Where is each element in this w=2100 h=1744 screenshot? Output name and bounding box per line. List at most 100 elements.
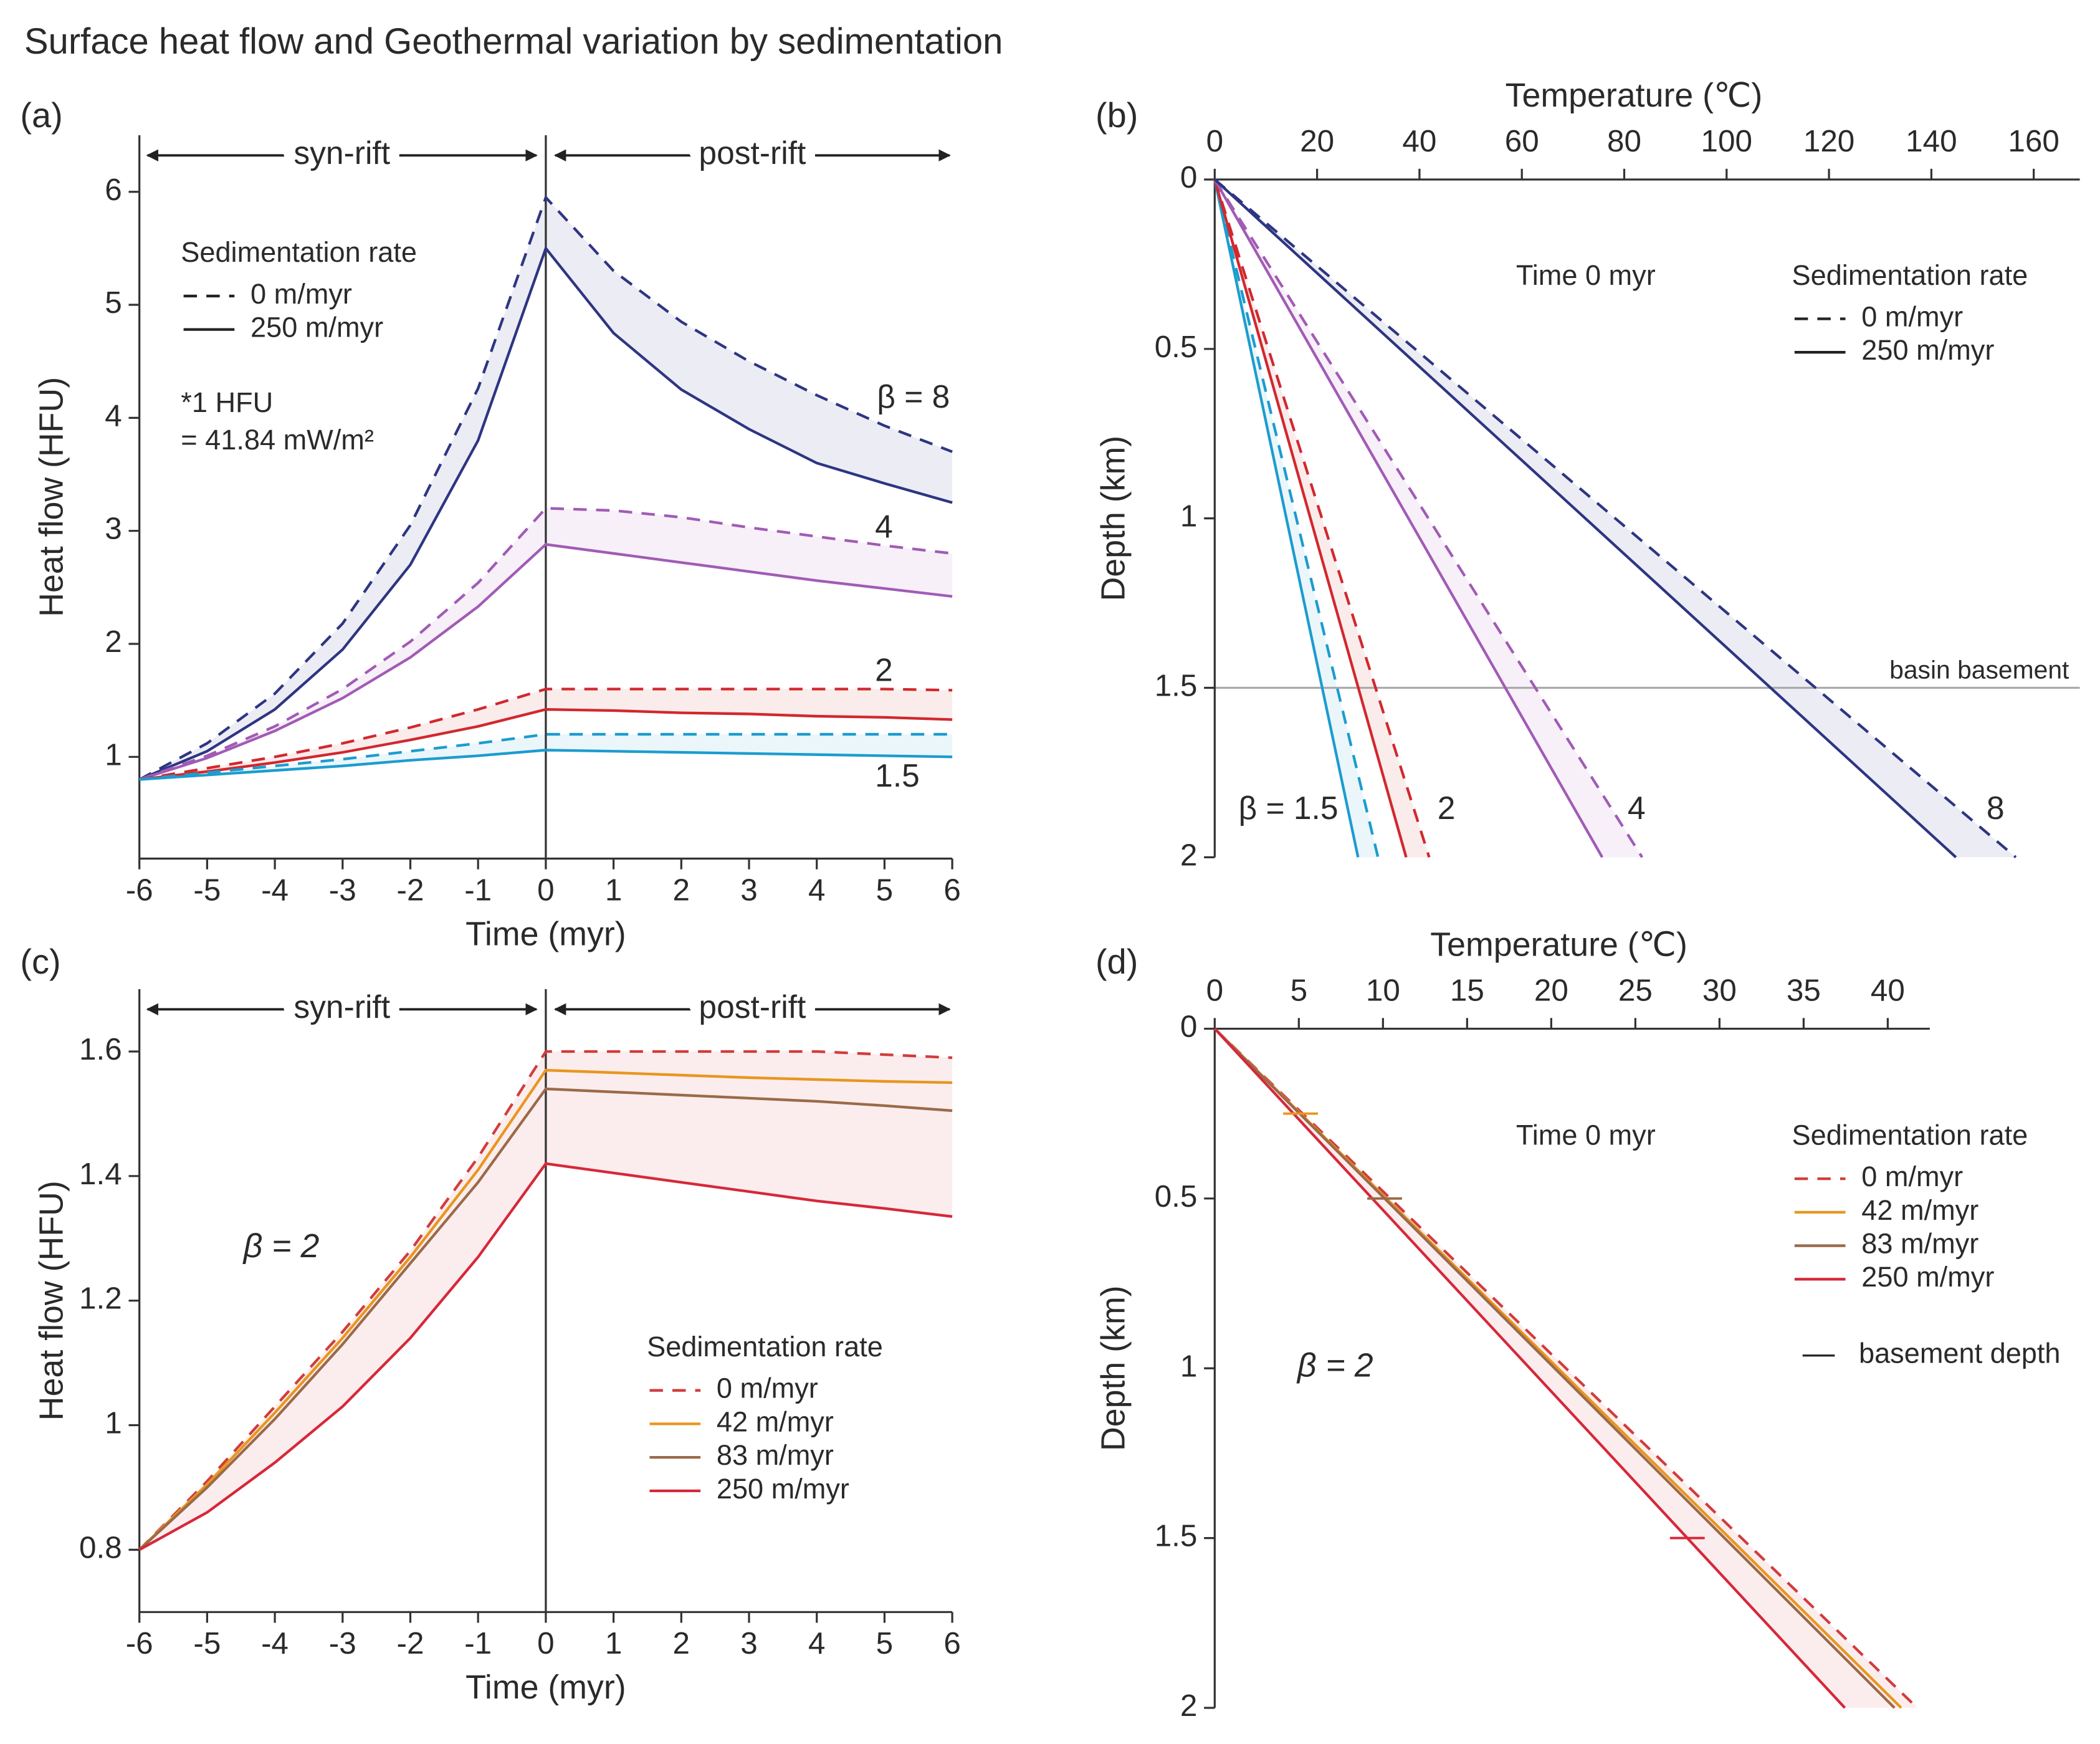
x-tick-label: -5 <box>193 873 221 907</box>
phase-label: syn-rift <box>294 135 390 171</box>
series-line <box>138 194 953 781</box>
x-tick-label: 6 <box>943 1626 960 1660</box>
x-tick-label: 3 <box>740 873 757 907</box>
y-tick-label: 0 <box>1180 160 1197 194</box>
figure-title: Surface heat flow and Geothermal variati… <box>24 21 1003 62</box>
time-label: Time 0 myr <box>1516 259 1656 291</box>
series-line <box>139 543 953 781</box>
annotation: β = 2 <box>1296 1346 1373 1384</box>
y-tick-label: 1.5 <box>1155 669 1198 703</box>
y-tick-label: 6 <box>105 173 122 207</box>
legend-label: 0 m/myr <box>251 278 352 310</box>
y-tick-label: 0.8 <box>79 1530 122 1564</box>
shading <box>139 734 953 780</box>
series-label: 1.5 <box>875 757 920 793</box>
series-line <box>1213 178 1644 858</box>
x-axis-label: Time (myr) <box>465 915 626 952</box>
legend-label: 0 m/myr <box>1861 300 1963 332</box>
legend-title: Sedimentation rate <box>1792 259 2028 291</box>
series-line <box>1213 178 2017 859</box>
legend-label: 250 m/myr <box>251 312 383 343</box>
legend-title: Sedimentation rate <box>1792 1119 2028 1151</box>
series-line <box>1213 179 1380 858</box>
y-tick-label: 1 <box>105 1406 122 1440</box>
x-tick-label: 120 <box>1803 124 1854 158</box>
panel-label: (a) <box>20 95 62 135</box>
y-axis-label: Heat flow (HFU) <box>32 377 70 617</box>
x-tick-label: 10 <box>1366 973 1400 1007</box>
series-line <box>138 1068 953 1551</box>
y-tick-label: 0.5 <box>1155 1179 1198 1214</box>
series-label: 4 <box>875 508 893 544</box>
x-tick-label: 1 <box>605 873 622 907</box>
x-tick-label: 4 <box>808 873 825 907</box>
legend-label: 250 m/myr <box>1861 1261 1994 1293</box>
y-axis-label: Heat flow (HFU) <box>32 1181 70 1421</box>
legend-label: 42 m/myr <box>1861 1194 1978 1226</box>
legend-title: Sedimentation rate <box>647 1331 883 1363</box>
series-line <box>138 1162 953 1551</box>
x-tick-label: 35 <box>1787 973 1821 1007</box>
x-axis-label: Temperature (℃) <box>1430 926 1687 964</box>
series-label: β = 8 <box>877 378 950 414</box>
x-tick-label: -3 <box>329 1626 356 1660</box>
x-tick-label: 0 <box>1206 124 1223 158</box>
series-label: β = 1.5 <box>1238 790 1338 826</box>
series-line <box>138 1087 953 1551</box>
phase-label: syn-rift <box>294 989 390 1025</box>
y-tick-label: 5 <box>105 285 122 320</box>
time-label: Time 0 myr <box>1516 1119 1656 1151</box>
legend-label: 83 m/myr <box>717 1439 834 1471</box>
x-tick-label: 0 <box>537 1626 554 1660</box>
y-tick-label: 1.2 <box>79 1282 122 1316</box>
y-tick-label: 1 <box>1180 1349 1197 1383</box>
series-line <box>1213 1027 1919 1709</box>
y-axis-label: Depth (km) <box>1094 1285 1132 1451</box>
series-label: 8 <box>1987 790 2005 826</box>
x-tick-label: -4 <box>261 873 289 907</box>
panel-label: (d) <box>1095 942 1138 981</box>
x-tick-label: 100 <box>1701 124 1752 158</box>
y-tick-label: 3 <box>105 512 122 546</box>
y-tick-label: 2 <box>105 625 122 659</box>
basement-label: basin basement <box>1889 656 2069 684</box>
x-tick-label: 1 <box>605 1626 622 1660</box>
y-tick-label: 1.6 <box>79 1032 122 1066</box>
y-tick-label: 2 <box>1180 1689 1197 1723</box>
y-tick-label: 0.5 <box>1155 330 1198 364</box>
y-tick-label: 2 <box>1180 838 1197 872</box>
shading <box>139 197 953 780</box>
note: *1 HFU <box>181 386 273 418</box>
x-tick-label: 0 <box>1206 973 1223 1007</box>
shading <box>139 689 953 780</box>
series-line <box>139 708 953 781</box>
series-line <box>139 688 953 781</box>
series-line <box>1213 179 1431 858</box>
legend-label: 250 m/myr <box>717 1473 849 1505</box>
x-axis-label: Temperature (℃) <box>1506 77 1763 114</box>
note: = 41.84 mW/m² <box>181 424 374 456</box>
x-tick-label: -6 <box>126 873 153 907</box>
x-tick-label: 5 <box>876 873 893 907</box>
phase-label: post-rift <box>699 989 806 1025</box>
x-tick-label: 60 <box>1505 124 1539 158</box>
x-tick-label: -6 <box>126 1626 153 1660</box>
x-tick-label: 4 <box>808 1626 825 1660</box>
x-axis-label: Time (myr) <box>465 1669 626 1706</box>
legend-label: 42 m/myr <box>717 1406 834 1437</box>
legend-title: Sedimentation rate <box>181 236 417 268</box>
x-tick-label: -2 <box>397 873 424 907</box>
series-label: 4 <box>1628 790 1646 826</box>
y-tick-label: 1 <box>105 737 122 772</box>
annotation: β = 2 <box>242 1227 320 1265</box>
x-tick-label: -1 <box>464 873 492 907</box>
phase-label: post-rift <box>699 135 806 171</box>
series-line <box>1213 1027 1846 1709</box>
legend-label: basement depth <box>1859 1338 2061 1369</box>
legend-label: 250 m/myr <box>1861 334 1994 366</box>
y-axis-label: Depth (km) <box>1094 436 1132 601</box>
legend-label: 0 m/myr <box>1861 1161 1963 1192</box>
y-tick-label: 1.4 <box>79 1157 122 1191</box>
